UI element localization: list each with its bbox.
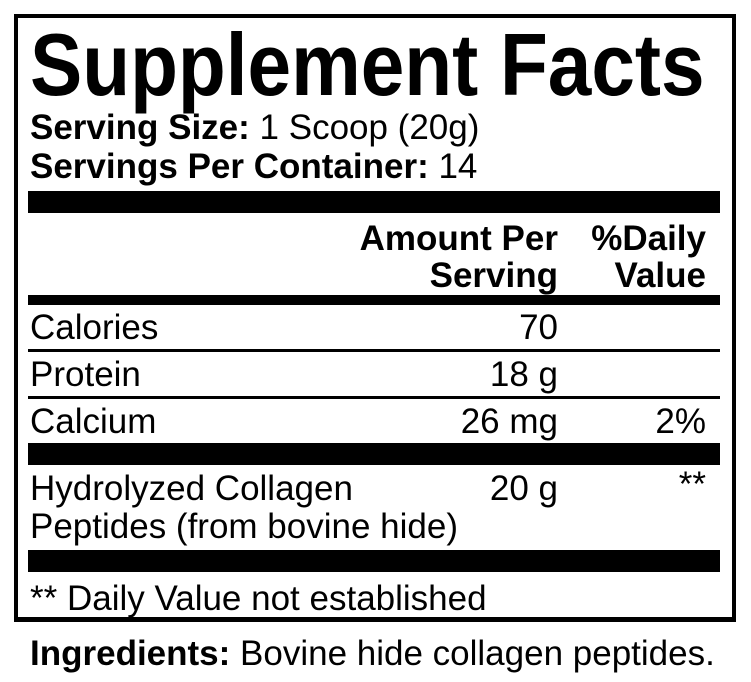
- calcium-name: Calcium: [30, 402, 157, 442]
- serving-size-label: Serving Size:: [30, 108, 250, 148]
- ingredients-line: Ingredients: Bovine hide collagen peptid…: [30, 634, 715, 674]
- daily-value-header-line2: Value: [614, 256, 706, 296]
- facts-title: Supplement Facts: [30, 15, 705, 114]
- calcium-daily-value: 2%: [655, 402, 706, 442]
- row-divider: [28, 349, 720, 353]
- daily-value-header: %Daily Value: [558, 220, 718, 294]
- ingredients-label: Ingredients:: [30, 634, 231, 673]
- collagen-daily-value: **: [678, 465, 706, 505]
- daily-value-footnote: ** Daily Value not established: [30, 579, 487, 619]
- protein-main-cell: Protein 18 g: [30, 356, 558, 394]
- amount-per-serving-header: Amount Per Serving: [360, 220, 558, 294]
- facts-panel: Supplement Facts Serving Size: 1 Scoop (…: [14, 14, 736, 622]
- calcium-amount: 26 mg: [460, 402, 558, 442]
- table-header-row: Amount Per Serving %Daily Value: [30, 213, 718, 295]
- separator-bar-bottom: [28, 550, 720, 573]
- servings-per-container-line: Servings Per Container: 14: [30, 147, 718, 186]
- separator-bar-top: [28, 191, 720, 214]
- nutrient-row-calories: Calories 70: [30, 305, 718, 349]
- protein-amount: 18 g: [489, 355, 558, 395]
- nutrient-row-calcium: Calcium 26 mg 2%: [30, 399, 718, 443]
- calories-amount: 70: [519, 308, 558, 348]
- collagen-amount: 20 g: [489, 469, 558, 509]
- calories-main-cell: Calories 70: [30, 309, 558, 347]
- servings-per-container-label: Servings Per Container:: [30, 147, 429, 187]
- calories-daily-value: [558, 309, 718, 347]
- header-separator-bar: [28, 295, 720, 306]
- daily-value-header-line1: %Daily: [591, 219, 706, 259]
- amount-header-line1: Amount Per: [359, 219, 558, 259]
- collagen-name: Hydrolyzed Collagen Peptides (from bovin…: [30, 469, 458, 547]
- amount-header-line2: Serving: [429, 256, 558, 296]
- collagen-main-cell: Hydrolyzed Collagen Peptides (from bovin…: [30, 470, 558, 546]
- calcium-main-cell: Calcium 26 mg: [30, 403, 558, 441]
- serving-size-line: Serving Size: 1 Scoop (20g): [30, 108, 718, 147]
- ingredients-value: Bovine hide collagen peptides.: [240, 634, 715, 673]
- row-divider: [28, 396, 720, 400]
- servings-per-container-value: 14: [438, 147, 478, 187]
- protein-name: Protein: [30, 355, 141, 395]
- separator-bar-middle: [28, 443, 720, 466]
- serving-size-value: 1 Scoop (20g): [259, 108, 480, 148]
- protein-daily-value: [558, 356, 718, 394]
- nutrient-row-protein: Protein 18 g: [30, 352, 718, 396]
- calories-name: Calories: [30, 308, 159, 348]
- nutrient-row-collagen: Hydrolyzed Collagen Peptides (from bovin…: [30, 465, 718, 550]
- amount-header-cell: Amount Per Serving: [30, 220, 558, 294]
